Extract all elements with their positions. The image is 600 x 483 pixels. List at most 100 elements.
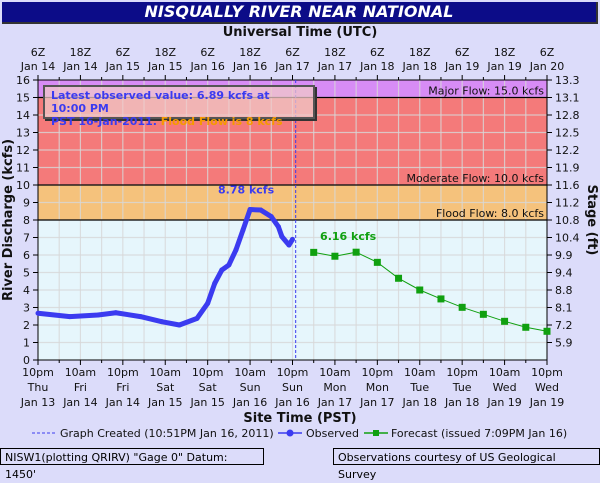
legend-observed-marker (286, 429, 294, 437)
observed-point (275, 224, 281, 230)
legend-created-label: Graph Created (10:51PM Jan 16, 2011) (60, 427, 274, 440)
x-tick-label: 10pm (192, 366, 224, 379)
top-tick-label: Jan 18 (402, 60, 437, 73)
top-tick-label: Jan 20 (529, 60, 564, 73)
x-tick-label: 10pm (22, 366, 54, 379)
observed-point (113, 310, 119, 316)
top-tick-label: 6Z (540, 46, 555, 59)
x-tick-label: Jan 15 (189, 396, 224, 409)
x-tick-label: Jan 14 (105, 396, 140, 409)
y2-tick-label: 10.8 (555, 214, 580, 227)
y-tick-label: 7 (23, 232, 30, 245)
forecast-point (479, 310, 487, 318)
y-tick-label: 1 (23, 337, 30, 350)
y2-tick-label: 5.9 (555, 337, 573, 350)
observed-point (176, 322, 182, 328)
legend-forecast-label: Forecast (issued 7:09PM Jan 16) (391, 427, 567, 440)
top-tick-label: 18Z (154, 46, 176, 59)
top-tick-label: 18Z (409, 46, 431, 59)
forecast-line (313, 251, 548, 332)
y-tick-label: 13 (16, 127, 30, 140)
observed-peak-label: 8.78 kcfs (218, 183, 275, 196)
forecast-point (352, 248, 360, 256)
y-tick-label: 16 (16, 74, 30, 87)
legend-forecast-marker (373, 430, 379, 436)
forecast-peak-label: 6.16 kcfs (320, 230, 377, 243)
footer-credit: Observations courtesy of US Geological S… (333, 448, 600, 481)
y-tick-label: 15 (16, 92, 30, 105)
forecast-point (395, 274, 403, 282)
x-tick-label: Jan 15 (147, 396, 182, 409)
top-tick-label: Jan 16 (232, 60, 267, 73)
x-tick-label: Jan 17 (317, 396, 352, 409)
y2-tick-label: 12.8 (555, 109, 580, 122)
y-tick-label: 14 (16, 109, 30, 122)
x-tick-label: 10am (489, 366, 520, 379)
observed-point (286, 242, 292, 248)
observed-point (258, 207, 264, 213)
y2-tick-label: 9.9 (555, 249, 573, 262)
footer-gage-info: NISW1(plotting QRIRV) "Gage 0" Datum: 14… (0, 448, 264, 481)
top-tick-label: Jan 18 (359, 60, 394, 73)
x-tick-label: Wed (535, 381, 559, 394)
top-tick-label: Jan 19 (486, 60, 521, 73)
y-tick-label: 10 (16, 179, 30, 192)
info-flood: Flood Flow is 8 kcfs (160, 115, 283, 128)
y-axis-title: River Discharge (kcfs) (1, 139, 16, 301)
x-tick-label: Tue (409, 381, 429, 394)
y2-axis-title: Stage (ft) (584, 185, 599, 256)
top-tick-label: 18Z (70, 46, 92, 59)
latest-observed-box: Latest observed value: 6.89 kcfs at 10:0… (43, 85, 315, 128)
observed-point (290, 236, 295, 242)
top-tick-label: 6Z (116, 46, 131, 59)
top-axis-title: Universal Time (UTC) (223, 25, 378, 40)
legend-observed-label: Observed (306, 427, 359, 440)
observed-point (205, 300, 211, 306)
y-tick-label: 9 (23, 197, 30, 210)
x-tick-label: 10pm (107, 366, 139, 379)
x-tick-label: Tue (452, 381, 472, 394)
top-tick-label: 18Z (324, 46, 346, 59)
forecast-point (416, 286, 424, 294)
x-tick-label: Mon (366, 381, 389, 394)
x-tick-label: 10pm (531, 366, 563, 379)
x-tick-label: Jan 19 (486, 396, 521, 409)
top-tick-label: Jan 14 (62, 60, 97, 73)
forecast-point (331, 252, 339, 260)
y2-tick-label: 11.9 (555, 162, 580, 175)
top-tick-label: Jan 15 (147, 60, 182, 73)
x-tick-label: Mon (323, 381, 346, 394)
forecast-point (543, 327, 551, 335)
x-tick-label: Fri (74, 381, 87, 394)
x-tick-label: Thu (27, 381, 49, 394)
x-tick-label: Jan 13 (20, 396, 55, 409)
x-tick-label: 10pm (277, 366, 309, 379)
y2-tick-label: 12.2 (555, 144, 580, 157)
x-tick-label: Wed (493, 381, 517, 394)
top-tick-label: Jan 17 (317, 60, 352, 73)
observed-point (219, 267, 225, 273)
threshold-label: Flood Flow: 8.0 kcfs (436, 207, 544, 220)
forecast-point (373, 258, 381, 266)
top-tick-label: Jan 19 (444, 60, 479, 73)
observed-point (226, 262, 232, 268)
y2-tick-label: 12.5 (555, 127, 580, 140)
y2-tick-label: 8.8 (555, 284, 573, 297)
hydrograph-chart: Major Flow: 15.0 kcfs Moderate Flow: 10.0… (1, 25, 599, 440)
y-tick-label: 12 (16, 144, 30, 157)
forecast-point (310, 248, 318, 256)
chart-title: NISQUALLY RIVER NEAR NATIONAL (2, 2, 598, 24)
x-tick-label: 10pm (446, 366, 478, 379)
observed-point (138, 314, 144, 320)
y-tick-label: 3 (23, 302, 30, 315)
y-tick-label: 0 (23, 354, 30, 367)
info-line2: PST 16-Jan-2011. (51, 115, 157, 128)
observed-point (95, 312, 101, 318)
top-tick-label: Jan 17 (274, 60, 309, 73)
y-tick-label: 8 (23, 214, 30, 227)
top-tick-label: Jan 15 (105, 60, 140, 73)
y-tick-label: 11 (16, 162, 30, 175)
observed-point (268, 214, 274, 220)
top-tick-label: 6Z (370, 46, 385, 59)
observed-point (212, 280, 218, 286)
